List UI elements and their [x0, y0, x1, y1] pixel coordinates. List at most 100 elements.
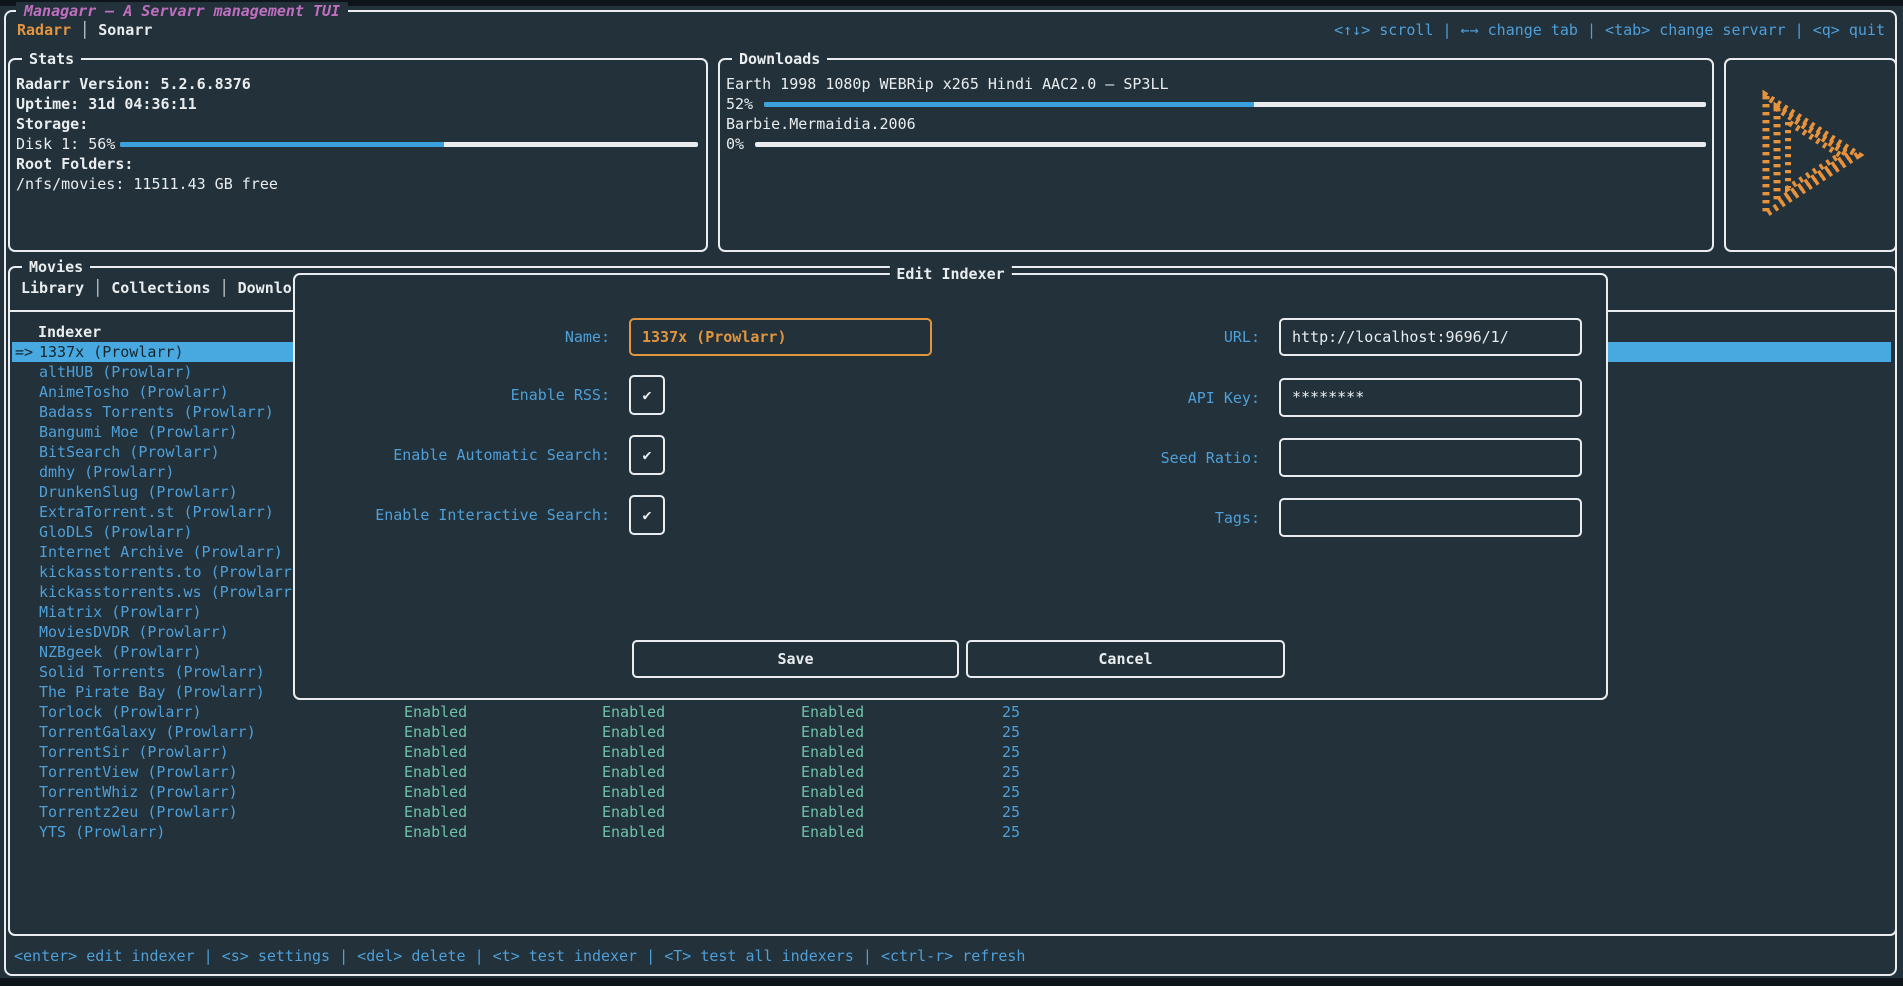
indexer-priority-cell: 25: [1001, 763, 1020, 781]
top-clipped-row: [0, 0, 1903, 6]
indexer-detail-row: Enabled Enabled Enabled 25: [12, 762, 1891, 782]
indexer-row[interactable]: AnimeTosho (Prowlarr): [12, 382, 1891, 402]
indexers-keybindings-help: <enter> edit indexer | <s> settings | <d…: [14, 947, 1026, 965]
tab-collections[interactable]: Collections: [111, 279, 211, 297]
indexer-name: TorrentGalaxy (Prowlarr): [39, 723, 256, 741]
enable-interactive-search-checkbox[interactable]: ✔: [629, 495, 665, 535]
indexer-row[interactable]: TorrentWhiz (Prowlarr): [12, 782, 1891, 802]
indexer-row[interactable]: NZBgeek (Prowlarr): [12, 642, 1891, 662]
indexer-rss-cell: Enabled: [404, 723, 468, 741]
indexer-detail-row: Enabled Enabled Enabled 25: [12, 742, 1891, 762]
indexer-row[interactable]: dmhy (Prowlarr): [12, 462, 1891, 482]
tab-downlo[interactable]: Downlo: [237, 279, 292, 297]
seed-ratio-label: Seed Ratio:: [1160, 449, 1260, 467]
indexer-name: YTS (Prowlarr): [39, 823, 166, 841]
bottom-clipped-row: [0, 978, 1903, 986]
enable-rss-checkbox[interactable]: ✔: [629, 375, 665, 415]
indexer-automatic-search-cell: Enabled: [602, 763, 666, 781]
enable-rss-label: Enable RSS:: [510, 386, 610, 404]
indexer-rss-cell: Enabled: [404, 703, 468, 721]
indexer-row[interactable]: kickasstorrents.ws (Prowlarr): [12, 582, 1891, 602]
indexer-name: BitSearch (Prowlarr): [39, 443, 220, 461]
indexer-row[interactable]: Torrentz2eu (Prowlarr): [12, 802, 1891, 822]
indexer-row[interactable]: TorrentSir (Prowlarr): [12, 742, 1891, 762]
indexer-name: Torlock (Prowlarr): [39, 703, 202, 721]
tab-radarr[interactable]: Radarr: [17, 21, 72, 39]
indexer-row[interactable]: Bangumi Moe (Prowlarr): [12, 422, 1891, 442]
download-item-percent: 0%: [726, 135, 745, 153]
download-item-name: Barbie.Mermaidia.2006: [726, 115, 916, 133]
indexer-interactive-search-cell: Enabled: [801, 723, 865, 741]
indexer-row[interactable]: Internet Archive (Prowlarr): [12, 542, 1891, 562]
indexer-detail-row: Enabled Enabled Enabled 25: [12, 802, 1891, 822]
uptime: Uptime: 31d 04:36:11: [16, 95, 197, 113]
edit-indexer-modal-title: Edit Indexer: [889, 264, 1012, 284]
indexer-row[interactable]: MoviesDVDR (Prowlarr): [12, 622, 1891, 642]
indexer-rss-cell: Enabled: [404, 743, 468, 761]
indexer-priority-cell: 25: [1001, 823, 1020, 841]
indexer-row[interactable]: altHUB (Prowlarr): [12, 362, 1891, 382]
tags-label: Tags:: [1214, 509, 1260, 527]
indexer-row[interactable]: Miatrix (Prowlarr): [12, 602, 1891, 622]
indexer-automatic-search-cell: Enabled: [602, 783, 666, 801]
indexer-name: Miatrix (Prowlarr): [39, 603, 202, 621]
indexer-name: ExtraTorrent.st (Prowlarr): [39, 503, 274, 521]
indexer-interactive-search-cell: Enabled: [801, 823, 865, 841]
indexer-automatic-search-cell: Enabled: [602, 803, 666, 821]
indexer-priority-cell: 25: [1001, 743, 1020, 761]
api-key-label: API Key:: [1187, 389, 1260, 407]
indexer-name: MoviesDVDR (Prowlarr): [39, 623, 229, 641]
indexer-interactive-search-cell: Enabled: [801, 803, 865, 821]
api-key-input[interactable]: ********: [1279, 378, 1582, 417]
indexer-priority-cell: 25: [1001, 703, 1020, 721]
indexer-row[interactable]: Solid Torrents (Prowlarr): [12, 662, 1891, 682]
indexer-priority-cell: 25: [1001, 723, 1020, 741]
indexer-row[interactable]: kickasstorrents.to (Prowlarr): [12, 562, 1891, 582]
edit-indexer-modal: Edit Indexer Name: 1337x (Prowlarr) URL:…: [293, 264, 1608, 700]
indexer-row[interactable]: YTS (Prowlarr): [12, 822, 1891, 842]
disk-usage-label: Disk 1: 56%: [16, 135, 116, 153]
indexer-name: Internet Archive (Prowlarr): [39, 543, 283, 561]
global-keybindings-help: <↑↓> scroll | ←→ change tab | <tab> chan…: [1334, 21, 1885, 39]
indexer-name: NZBgeek (Prowlarr): [39, 643, 202, 661]
indexer-row[interactable]: TorrentView (Prowlarr): [12, 762, 1891, 782]
download-progress-bar: [755, 142, 1706, 147]
indexer-row[interactable]: DrunkenSlug (Prowlarr): [12, 482, 1891, 502]
indexer-row[interactable]: The Pirate Bay (Prowlarr): [12, 682, 1891, 702]
download-progress-bar: [764, 102, 1706, 107]
indexer-rss-cell: Enabled: [404, 823, 468, 841]
name-field-label: Name:: [564, 328, 610, 346]
tab-sonarr[interactable]: Sonarr: [98, 21, 153, 39]
indexer-automatic-search-cell: Enabled: [602, 703, 666, 721]
indexer-row[interactable]: TorrentGalaxy (Prowlarr): [12, 722, 1891, 742]
indexer-detail-row: Enabled Enabled Enabled 25: [12, 722, 1891, 742]
storage-heading: Storage:: [16, 115, 89, 133]
indexer-row[interactable]: GloDLS (Prowlarr): [12, 522, 1891, 542]
managarr-play-logo-icon: [1762, 89, 1865, 221]
name-input[interactable]: 1337x (Prowlarr): [629, 318, 932, 356]
indexer-detail-row: Enabled Enabled Enabled 25: [12, 822, 1891, 842]
tab-library[interactable]: Library: [21, 279, 85, 297]
seed-ratio-input[interactable]: [1279, 438, 1582, 477]
cancel-button[interactable]: Cancel: [966, 640, 1285, 678]
url-field-label: URL:: [1223, 328, 1260, 346]
downloads-panel-title: Downloads: [732, 49, 828, 69]
indexer-row[interactable]: Torlock (Prowlarr): [12, 702, 1891, 722]
indexer-rss-cell: Enabled: [404, 763, 468, 781]
indexer-name: altHUB (Prowlarr): [39, 363, 193, 381]
enable-automatic-search-label: Enable Automatic Search:: [393, 446, 610, 464]
indexer-name: The Pirate Bay (Prowlarr): [39, 683, 265, 701]
servarr-tabbar: Radarr │ Sonarr: [8, 20, 161, 40]
indexer-row[interactable]: Badass Torrents (Prowlarr): [12, 402, 1891, 422]
downloads-panel: Downloads Earth 1998 1080p WEBRip x265 H…: [718, 49, 1714, 252]
save-button[interactable]: Save: [632, 640, 959, 678]
tags-input[interactable]: [1279, 498, 1582, 537]
indexer-name: TorrentView (Prowlarr): [39, 763, 238, 781]
indexer-row[interactable]: BitSearch (Prowlarr): [12, 442, 1891, 462]
tab-separator: │: [93, 279, 103, 297]
url-input[interactable]: http://localhost:9696/1/: [1279, 318, 1582, 356]
root-folder-free-space: /nfs/movies: 11511.43 GB free: [16, 175, 278, 193]
enable-automatic-search-checkbox[interactable]: ✔: [629, 435, 665, 475]
indexer-row[interactable]: ExtraTorrent.st (Prowlarr): [12, 502, 1891, 522]
